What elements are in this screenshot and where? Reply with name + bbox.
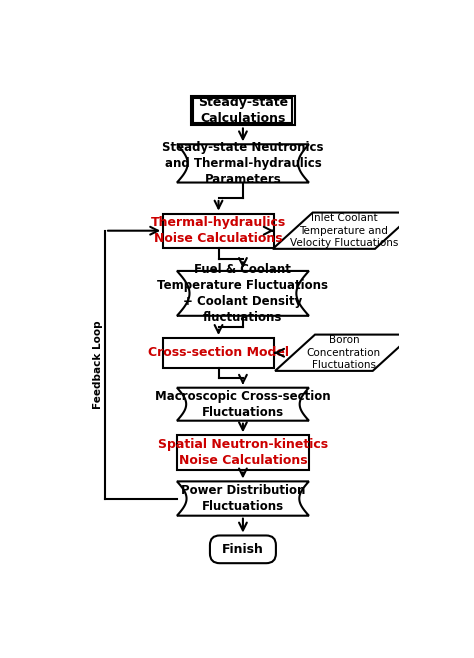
Polygon shape	[275, 335, 413, 371]
Text: Finish: Finish	[222, 543, 264, 556]
Bar	[177, 435, 309, 470]
Text: Fuel & Coolant
Temperature Fluctuations
+ Coolant Density
fluctuations: Fuel & Coolant Temperature Fluctuations …	[157, 263, 328, 324]
Polygon shape	[273, 213, 415, 249]
Text: Spatial Neutron-kinetics
Noise Calculations: Spatial Neutron-kinetics Noise Calculati…	[158, 438, 328, 467]
FancyBboxPatch shape	[210, 536, 276, 563]
Text: Inlet Coolant
Temperature and
Velocity Fluctuations: Inlet Coolant Temperature and Velocity F…	[290, 213, 398, 248]
Polygon shape	[177, 482, 309, 516]
Polygon shape	[177, 144, 309, 182]
Text: Thermal-hydraulics
Noise Calculations: Thermal-hydraulics Noise Calculations	[151, 216, 286, 245]
Text: Steady-state
Calculations: Steady-state Calculations	[198, 96, 288, 125]
Polygon shape	[177, 388, 309, 420]
Text: Macroscopic Cross-section
Fluctuations: Macroscopic Cross-section Fluctuations	[155, 390, 331, 418]
Text: Cross-section Model: Cross-section Model	[148, 346, 289, 359]
Polygon shape	[177, 271, 309, 316]
Text: Steady-state Neutronics
and Thermal-hydraulics
Parameters: Steady-state Neutronics and Thermal-hydr…	[162, 141, 324, 186]
Text: Boron
Concentration
Fluctuations: Boron Concentration Fluctuations	[307, 336, 381, 370]
Bar	[193, 99, 292, 123]
Bar	[191, 96, 295, 126]
Bar	[163, 214, 274, 248]
Text: Feedback Loop: Feedback Loop	[93, 320, 103, 409]
Bar	[163, 338, 274, 368]
Text: Power Distribution
Fluctuations: Power Distribution Fluctuations	[181, 484, 305, 513]
